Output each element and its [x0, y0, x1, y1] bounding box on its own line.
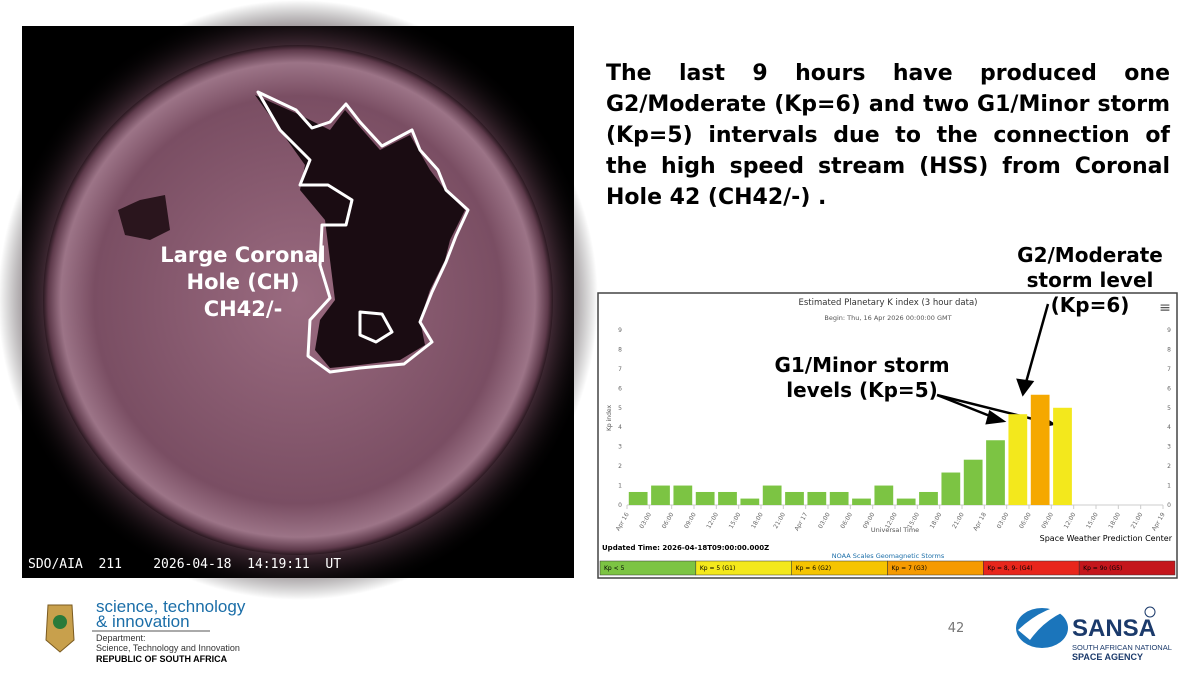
y-tick-label: 0 — [618, 502, 622, 509]
chart-title: Estimated Planetary K index (3 hour data… — [798, 298, 977, 308]
scale-swatch — [1078, 560, 1176, 576]
y-tick-label: 7 — [618, 366, 622, 373]
bar — [941, 472, 961, 505]
bar — [718, 491, 737, 505]
scale-title: NOAA Scales Geomagnetic Storms — [832, 552, 945, 560]
bar — [695, 491, 715, 505]
arrowhead — [985, 409, 1007, 425]
scale-label: Kp = 8, 9- (G4) — [987, 565, 1032, 572]
bar — [1030, 394, 1050, 505]
bar — [963, 459, 983, 505]
y2-tick-label: 4 — [1167, 424, 1171, 431]
y2-tick-label: 3 — [1167, 444, 1171, 451]
y-tick-label: 3 — [618, 444, 622, 451]
dst-logo-text: REPUBLIC OF SOUTH AFRICA — [96, 654, 228, 664]
chart-frame — [597, 292, 1178, 579]
dst-logo-text: Science, Technology and Innovation — [96, 643, 240, 653]
image-label: CH42/- — [204, 297, 283, 321]
arrowhead — [1016, 378, 1035, 397]
scale-label: Kp = 7 (G3) — [892, 565, 927, 572]
bar — [1008, 414, 1028, 505]
coronal-hole-outline — [256, 90, 470, 374]
scale-label: Kp < 5 — [604, 565, 625, 572]
bar — [874, 485, 894, 505]
bar — [829, 491, 849, 505]
dst-logo-text: & innovation — [96, 612, 190, 631]
image-label: Large Coronal — [160, 243, 325, 267]
summary-paragraph: The last 9 hours have produced one G2/Mo… — [606, 61, 1170, 210]
sansa-emblem — [1016, 604, 1156, 648]
storm-annotation: storm level — [1027, 268, 1154, 292]
menu-button[interactable]: ≡ — [1159, 300, 1171, 316]
image-label: Hole (CH) — [187, 270, 300, 294]
y2-tick-label: 0 — [1167, 502, 1171, 509]
y-tick-label: 5 — [618, 405, 622, 412]
sansa-logo-text: SPACE AGENCY — [1072, 652, 1143, 662]
bar — [1053, 407, 1072, 505]
chart-subtitle: Begin: Thu, 16 Apr 2026 00:00:00 GMT — [824, 314, 951, 322]
page-number: 42 — [948, 621, 965, 636]
emblem-swoosh — [1018, 604, 1085, 640]
storm-annotation: (Kp=6) — [1051, 293, 1130, 317]
y-tick-label: 4 — [618, 424, 622, 431]
y2-tick-label: 7 — [1167, 366, 1171, 373]
y-axis-label: Kp index — [606, 405, 613, 432]
image-caption: SDO/AIA 211 2026-04-18 14:19:11 UT — [28, 557, 341, 572]
sansa-logo-text: SOUTH AFRICAN NATIONAL — [1072, 643, 1172, 652]
bar — [986, 440, 1005, 505]
trademark — [1144, 606, 1156, 618]
bar — [785, 491, 804, 505]
bar — [919, 491, 938, 505]
dst-logo-text: Department: — [96, 633, 146, 643]
y-tick-label: 2 — [618, 463, 622, 470]
dark-region — [118, 195, 170, 240]
storm-annotation: G1/Minor storm — [774, 353, 949, 377]
bar — [673, 485, 693, 505]
y2-tick-label: 9 — [1167, 327, 1171, 334]
scale-label: Kp = 5 (G1) — [700, 565, 735, 572]
dst-emblem — [45, 604, 75, 653]
scale-label: Kp = 6 (G2) — [796, 565, 831, 572]
y2-tick-label: 8 — [1167, 346, 1171, 353]
arrow — [936, 393, 996, 420]
sansa-logo-text: SANSA — [1072, 615, 1156, 642]
emblem-detail — [53, 615, 67, 629]
arrow — [1023, 303, 1050, 387]
storm-annotation: G2/Moderate — [1017, 243, 1163, 267]
credit: Space Weather Prediction Center — [1040, 534, 1173, 543]
sun-image — [0, 0, 598, 600]
y2-tick-label: 6 — [1167, 385, 1171, 392]
scale-label: Kp = 9o (G5) — [1083, 565, 1122, 572]
bar — [807, 491, 827, 505]
bar — [896, 498, 916, 505]
y2-tick-label: 2 — [1167, 463, 1171, 470]
y-tick-label: 9 — [618, 327, 622, 334]
y-tick-label: 1 — [618, 483, 622, 490]
bar — [852, 498, 871, 505]
y-tick-label: 8 — [618, 346, 622, 353]
bar — [651, 485, 670, 505]
storm-annotation: levels (Kp=5) — [786, 378, 938, 402]
bar — [762, 485, 782, 505]
y-tick-label: 6 — [618, 385, 622, 392]
bar — [740, 498, 760, 505]
y2-tick-label: 1 — [1167, 483, 1171, 490]
bar — [628, 491, 648, 505]
y2-tick-label: 5 — [1167, 405, 1171, 412]
updated-time: Updated Time: 2026-04-18T09:00:00.000Z — [602, 544, 769, 552]
x-axis-label: Universal Time — [871, 526, 919, 534]
dst-logo-text: science, technology — [96, 597, 246, 616]
